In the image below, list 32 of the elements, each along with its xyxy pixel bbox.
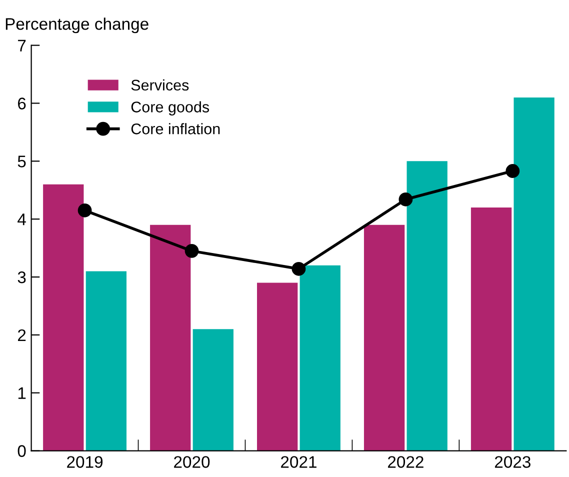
point	[78, 203, 92, 218]
bar	[192, 329, 234, 451]
x-tick-label: 2022	[388, 456, 424, 468]
bar	[300, 265, 340, 451]
x-tick-label: 2019	[67, 456, 103, 468]
legend-label: Core goods	[131, 101, 210, 116]
x-tick-label: 2021	[281, 456, 316, 468]
y-tick-label: 7	[18, 40, 26, 52]
bar	[364, 224, 405, 451]
bar	[150, 224, 191, 451]
bar	[514, 97, 554, 451]
y-tick-label: 3	[18, 271, 26, 284]
bar	[257, 282, 298, 451]
y-tick-label: 6	[18, 98, 26, 110]
y-tick-label: 2	[18, 329, 26, 341]
y-axis-title: Percentage change	[6, 18, 148, 34]
x-tick-label: 2020	[174, 456, 210, 468]
bar	[86, 271, 126, 451]
bar	[470, 207, 512, 451]
y-tick-label: 5	[18, 156, 26, 168]
bar	[43, 184, 84, 451]
point	[506, 164, 520, 178]
legend-label: Services	[131, 79, 189, 91]
y-tick-label: 1	[18, 387, 26, 399]
y-tick-label: 4	[18, 214, 26, 226]
point	[292, 262, 306, 276]
x-tick-label: 2023	[494, 456, 530, 468]
point	[184, 244, 199, 258]
legend-label: Core inflation	[131, 123, 220, 134]
point	[398, 192, 413, 206]
bar	[406, 161, 448, 451]
y-tick-label: 0	[18, 445, 26, 457]
